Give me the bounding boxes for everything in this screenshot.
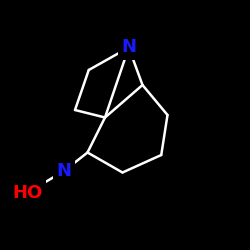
Text: N: N xyxy=(121,38,136,56)
Text: N: N xyxy=(56,162,71,180)
Text: HO: HO xyxy=(12,184,42,202)
